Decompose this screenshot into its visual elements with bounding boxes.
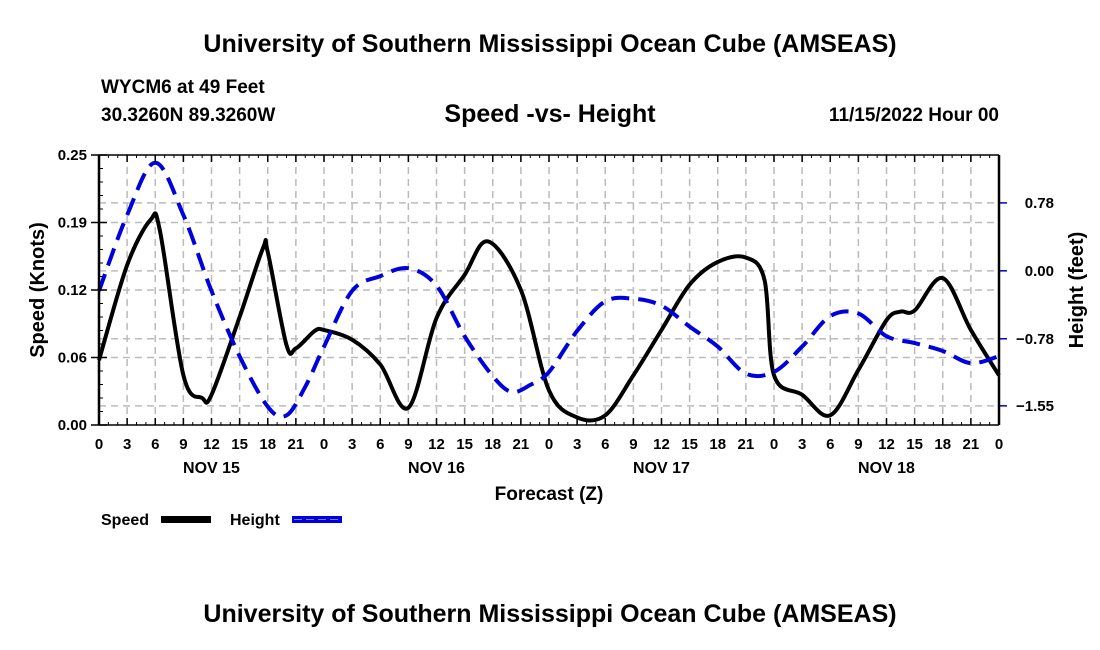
page-title-bottom: University of Southern Mississippi Ocean… [203, 600, 897, 628]
x-tick-label: 6 [826, 436, 834, 453]
day-label: NOV 18 [858, 460, 915, 477]
day-label: NOV 17 [633, 460, 690, 477]
x-tick-label: 6 [376, 436, 384, 453]
y2-tick-label: 0.00 [1025, 263, 1054, 280]
x-tick-label: 6 [151, 436, 159, 453]
axes [91, 154, 1007, 426]
x-tick-label: 21 [513, 436, 530, 453]
legend-height-swatch [292, 516, 342, 523]
day-label: NOV 15 [183, 460, 240, 477]
x-tick-label: 3 [123, 436, 131, 453]
y2-tick-label: 0.78 [1025, 195, 1054, 212]
x-tick-label: 15 [456, 436, 473, 453]
y2-axis-label: Height (feet) [1066, 232, 1088, 349]
y2-tick-label: −0.78 [1016, 331, 1054, 348]
day-label: NOV 16 [408, 460, 465, 477]
x-tick-label: 9 [629, 436, 637, 453]
coordinates-label: 30.3260N 89.3260W [101, 105, 276, 126]
series-line-speed [97, 211, 1001, 423]
legend-speed-label: Speed [101, 512, 149, 529]
y-tick-label: 0.00 [58, 417, 87, 434]
x-tick-label: 18 [934, 436, 951, 453]
x-tick-label: 12 [878, 436, 895, 453]
grid [99, 155, 999, 425]
x-tick-label: 0 [320, 436, 328, 453]
x-tick-label: 9 [179, 436, 187, 453]
x-tick-label: 15 [681, 436, 698, 453]
y-tick-label: 0.19 [58, 215, 87, 232]
x-tick-label: 18 [259, 436, 276, 453]
x-tick-label: 21 [738, 436, 755, 453]
x-tick-label: 3 [573, 436, 581, 453]
chart-title: Speed -vs- Height [444, 100, 656, 128]
x-tick-label: 9 [404, 436, 412, 453]
x-tick-label: 15 [231, 436, 248, 453]
y-axis-label: Speed (Knots) [27, 222, 49, 358]
y-tick-label: 0.06 [58, 350, 87, 367]
x-tick-label: 12 [428, 436, 445, 453]
x-tick-label: 0 [770, 436, 778, 453]
y-tick-label: 0.12 [58, 282, 87, 299]
y2-tick-label: −1.55 [1016, 398, 1054, 415]
x-tick-label: 3 [798, 436, 806, 453]
x-tick-label: 21 [963, 436, 980, 453]
legend-speed-swatch [161, 516, 211, 523]
legend: Speed Height [101, 512, 342, 529]
series-layer [97, 160, 1001, 423]
datetime-label: 11/15/2022 Hour 00 [828, 105, 999, 126]
series-line-height [97, 160, 1000, 419]
station-label: WYCM6 at 49 Feet [101, 77, 265, 98]
x-tick-label: 3 [348, 436, 356, 453]
x-axis-label: Forecast (Z) [495, 484, 604, 505]
x-tick-label: 18 [484, 436, 501, 453]
x-tick-label: 18 [709, 436, 726, 453]
x-tick-label: 12 [203, 436, 220, 453]
x-tick-label: 12 [653, 436, 670, 453]
y-tick-label: 0.25 [58, 147, 87, 164]
x-tick-label: 6 [601, 436, 609, 453]
x-tick-label: 0 [545, 436, 553, 453]
x-tick-label: 0 [95, 436, 103, 453]
x-tick-label: 9 [854, 436, 862, 453]
x-tick-label: 21 [288, 436, 305, 453]
legend-height-label: Height [230, 512, 280, 529]
x-tick-label: 15 [906, 436, 923, 453]
labels: 0 3 6 9 12 15 18 21 0 3 6 9 12 15 18 21 0 3 6 9 12 15 18 21 0 3 6 9… [58, 147, 1054, 477]
x-tick-label: 0 [995, 436, 1003, 453]
page-title-top: University of Southern Mississippi Ocean… [203, 30, 897, 58]
